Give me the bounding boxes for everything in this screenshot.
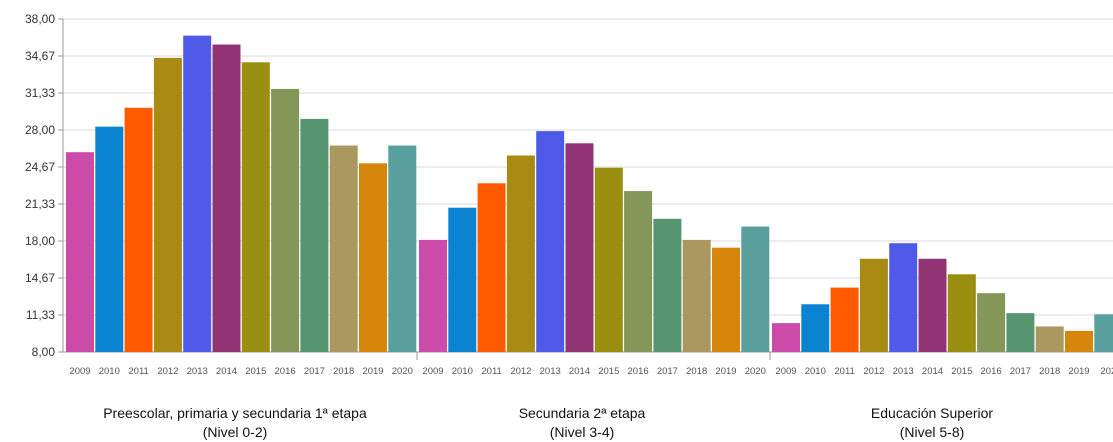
x-tick-label: 2010 [99,366,120,377]
group-label-line2: (Nivel 0-2) [202,424,268,440]
x-tick-label: 2016 [628,366,649,377]
x-tick-label: 2013 [187,366,208,377]
x-tick-label: 2014 [569,366,590,377]
x-tick-label: 2017 [1010,366,1031,377]
x-tick-label: 2018 [333,366,354,377]
x-tick-label: 2019 [715,366,736,377]
x-tick-label: 2020 [745,366,766,377]
y-tick-label: 31,33 [25,86,55,100]
bar-2017 [653,218,682,352]
x-tick-label: 2015 [598,366,619,377]
y-tick-label: 18,00 [25,234,55,248]
bar-2010 [95,126,124,352]
x-tick-label: 2018 [1039,366,1060,377]
bar-2011 [830,287,859,352]
x-tick-label: 2019 [1068,366,1089,377]
x-tick-label: 202 [1100,366,1113,377]
y-tick-label: 34,67 [25,49,55,63]
bar-2016 [271,88,300,353]
group-label-line1: Secundaria 2ª etapa [518,405,646,421]
x-tick-label: 2016 [981,366,1002,377]
x-tick-label: 2015 [245,366,266,377]
bar-2009 [419,239,447,352]
bar-2016 [977,293,1006,352]
bar-2014 [212,44,241,352]
bar-2011 [477,183,506,352]
group-label-line2: (Nivel 5-8) [899,424,965,440]
y-tick-label: 21,33 [25,197,55,211]
x-tick-label: 2009 [775,366,796,377]
x-tick-label: 2019 [362,366,383,377]
bar-2020 [388,145,417,352]
bar-2012 [859,258,888,352]
bar-2018 [682,239,711,352]
x-tick-label: 2017 [657,366,678,377]
y-tick-label: 28,00 [25,123,55,137]
bar-2017 [300,118,329,353]
bar-2020 [1094,314,1113,352]
x-tick-label: 2020 [392,366,413,377]
x-tick-label: 2009 [69,366,90,377]
y-tick-label: 11,33 [26,308,55,322]
y-tick-label: 38,00 [25,12,55,26]
x-tick-label: 2012 [157,366,178,377]
tick-labels: 38,00 34,67 31,33 28,00 24,67 21,33 18,00 14,67… [25,12,1113,377]
bar-2020 [741,226,770,352]
bar-2019 [359,163,387,352]
x-tick-label: 2010 [452,366,473,377]
bar-2015 [241,62,270,352]
bar-2010 [448,207,477,352]
group-label-nivel-3-4: Secundaria 2ª etapa (Nivel 3-4) [402,404,762,442]
bar-2017 [1006,313,1035,352]
bar-2012 [153,57,182,352]
bar-2016 [624,191,653,352]
bar-2014 [918,258,947,352]
bar-2010 [801,304,830,352]
x-tick-label: 2011 [481,366,501,377]
group-label-line1: Educación Superior [870,405,994,421]
bar-2012 [506,155,535,352]
bar-2015 [947,274,976,352]
x-tick-label: 2016 [275,366,296,377]
x-tick-label: 2017 [304,366,325,377]
x-tick-label: 2014 [922,366,943,377]
y-tick-label: 8,00 [32,345,56,359]
x-tick-label: 2010 [805,366,826,377]
bar-2013 [183,35,212,353]
x-tick-label: 2012 [510,366,531,377]
bar-2014 [565,143,594,352]
bar-2009 [66,152,94,352]
x-tick-label: 2011 [834,366,854,377]
x-tick-label: 2009 [422,366,443,377]
group-label-line2: (Nivel 3-4) [549,424,615,440]
bar-2018 [329,145,358,352]
bars [66,35,1113,353]
bar-2019 [712,247,740,352]
group-label-line1: Preescolar, primaria y secundaria 1ª eta… [103,405,367,421]
x-tick-label: 2011 [128,366,148,377]
y-tick-label: 14,67 [25,271,55,285]
group-label-nivel-5-8: Educación Superior (Nivel 5-8) [752,404,1112,442]
bar-2011 [124,107,153,352]
bar-2013 [536,131,565,352]
bar-2013 [889,243,918,352]
x-tick-label: 2014 [216,366,237,377]
x-tick-label: 2018 [686,366,707,377]
x-tick-label: 2012 [863,366,884,377]
y-tick-label: 24,67 [25,160,55,174]
bar-2015 [594,167,623,352]
group-label-nivel-0-2: Preescolar, primaria y secundaria 1ª eta… [55,404,415,442]
bar-2019 [1065,330,1093,352]
x-tick-label: 2013 [893,366,914,377]
x-tick-label: 2013 [540,366,561,377]
bar-2009 [772,323,800,352]
bar-2018 [1035,326,1064,352]
x-tick-label: 2015 [951,366,972,377]
